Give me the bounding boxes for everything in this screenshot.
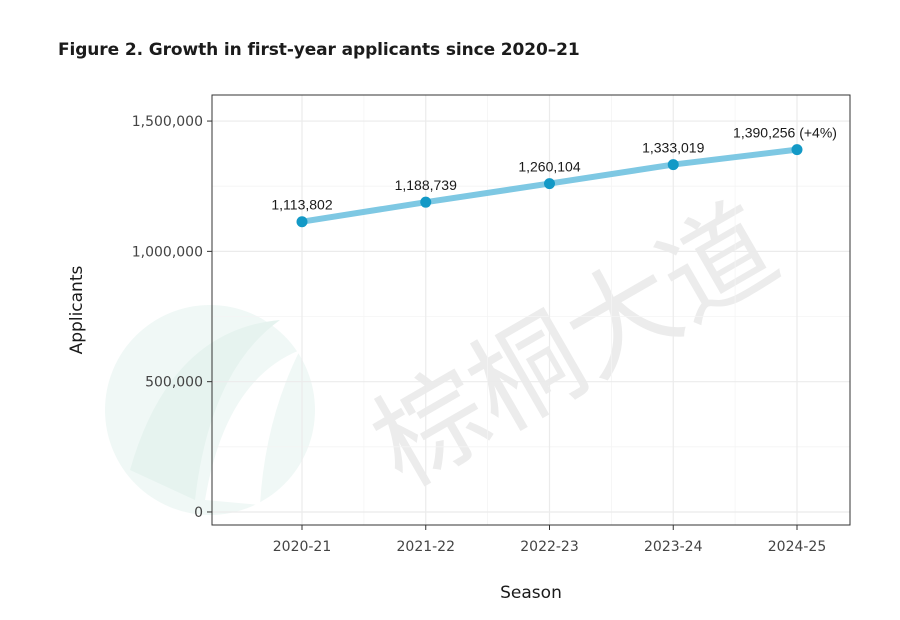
- data-label: 1,188,739: [395, 177, 457, 193]
- data-point: [791, 144, 803, 156]
- y-tick-label: 0: [194, 505, 203, 521]
- y-tick-label: 500,000: [145, 375, 203, 391]
- x-tick-label: 2024-25: [768, 539, 827, 555]
- x-tick-label: 2022-23: [520, 539, 579, 555]
- x-tick-label: 2020-21: [273, 539, 332, 555]
- chart-title: Figure 2. Growth in first-year applicant…: [58, 40, 580, 60]
- watermark-logo: [105, 305, 315, 515]
- plot-panel-border: [211, 94, 851, 526]
- x-tick-label: 2021-22: [397, 539, 456, 555]
- x-axis-title: Season: [500, 583, 562, 603]
- data-point: [544, 178, 555, 190]
- x-tick-label: 2023-24: [644, 539, 703, 555]
- series: 1,113,802 1,188,739 1,260,104 1,333,019 1,39…: [271, 125, 837, 228]
- y-axis-title: Applicants: [67, 265, 87, 354]
- axes: 0 500,000 1,000,000 1,500,000 2020-21 2021-22…: [132, 114, 827, 555]
- watermark: 棕桐大道: [105, 180, 797, 515]
- watermark-text: 棕桐大道: [352, 180, 797, 511]
- data-point: [667, 159, 679, 171]
- data-point: [296, 216, 308, 228]
- y-tick-label: 1,500,000: [132, 114, 203, 130]
- y-tick-label: 1,000,000: [132, 244, 203, 260]
- data-label: 1,390,256 (+4%): [733, 125, 837, 141]
- data-label: 1,333,019: [642, 140, 704, 156]
- data-label: 1,113,802: [271, 197, 332, 213]
- data-point: [420, 196, 432, 208]
- data-label: 1,260,104: [518, 159, 580, 175]
